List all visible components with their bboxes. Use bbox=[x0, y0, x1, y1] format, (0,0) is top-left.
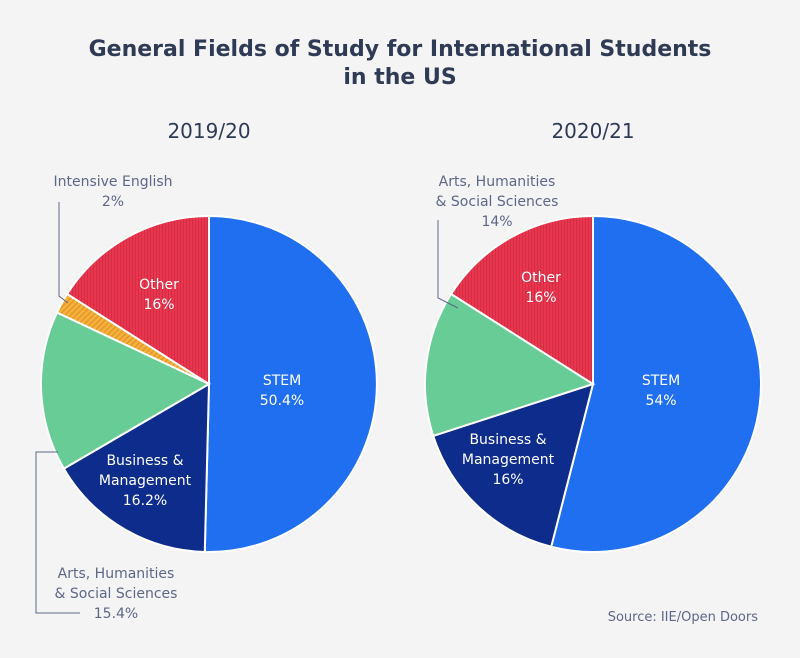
pie1-arts-label-line-2: & Social Sciences bbox=[55, 586, 178, 602]
pie1-intensive-english-value: 2% bbox=[102, 194, 124, 210]
pie1-other-value: 16% bbox=[143, 297, 174, 313]
pie2-arts-label-line-2: & Social Sciences bbox=[436, 194, 559, 210]
pie1-year-title: 2019/20 bbox=[167, 119, 250, 143]
pie1-slice-arts bbox=[40, 311, 212, 470]
pie2-stem-value: 54% bbox=[645, 393, 676, 409]
pie1-arts-leader-line bbox=[35, 451, 80, 614]
pie1-slice-other bbox=[65, 214, 210, 386]
pie1-other-label: Other bbox=[139, 277, 179, 293]
pie2-stem-label: STEM bbox=[642, 373, 680, 389]
pie2-arts-label-line-1: Arts, Humanities bbox=[439, 174, 556, 190]
pie1-stem-label: STEM bbox=[263, 373, 301, 389]
pie1-slice-business bbox=[62, 382, 211, 553]
pie2-slice-arts bbox=[423, 292, 596, 438]
pie2-arts-value: 14% bbox=[481, 214, 512, 230]
source-note: Source: IIE/Open Doors bbox=[608, 610, 759, 625]
pie-2020-21 bbox=[423, 214, 762, 553]
chart-title-line-2: in the US bbox=[343, 65, 457, 90]
pie2-other-label: Other bbox=[521, 270, 561, 286]
pie2-other-value: 16% bbox=[525, 290, 556, 306]
pie2-slice-business bbox=[431, 382, 595, 548]
pie1-arts-label-line-1: Arts, Humanities bbox=[58, 566, 175, 582]
pie2-business-value: 16% bbox=[492, 472, 523, 488]
chart-title: General Fields of Study for Internationa… bbox=[0, 36, 800, 92]
pie1-business-value: 16.2% bbox=[123, 493, 167, 509]
pie2-year-title: 2020/21 bbox=[551, 119, 634, 143]
pie2-business-label-line-2: Management bbox=[462, 452, 555, 468]
pie1-stem-value: 50.4% bbox=[260, 393, 304, 409]
pie2-slice-other bbox=[449, 214, 594, 386]
pie2-business-label-line-1: Business & bbox=[469, 432, 546, 448]
pie1-arts-value: 15.4% bbox=[94, 606, 138, 622]
pie1-intensive-english-label: Intensive English bbox=[53, 174, 172, 190]
pie1-intensive-english-leader-line bbox=[58, 202, 69, 304]
pie1-business-label-line-1: Business & bbox=[106, 453, 183, 469]
pie2-arts-leader-line bbox=[437, 220, 459, 309]
pie1-business-label-line-2: Management bbox=[99, 473, 192, 489]
chart-title-line-1: General Fields of Study for Internationa… bbox=[88, 37, 712, 62]
pie1-slice-stem bbox=[203, 214, 378, 553]
pie-2019-20 bbox=[40, 214, 378, 553]
pie2-slice-stem bbox=[550, 214, 762, 553]
